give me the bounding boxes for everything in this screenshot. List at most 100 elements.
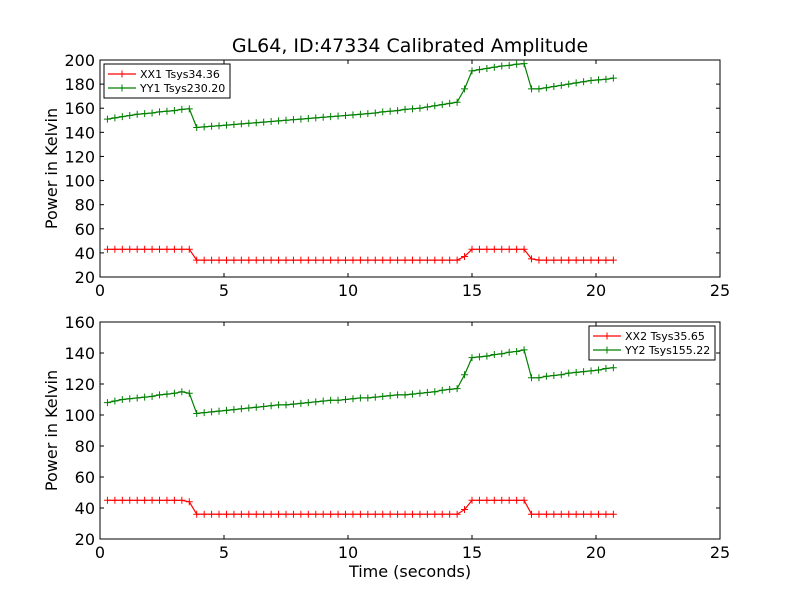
chart-top-series-0-point (200, 256, 208, 264)
chart-bottom-series-1-point (200, 409, 208, 417)
chart-top-xtick-label: 20 (586, 281, 606, 300)
chart-top-series-0-point (505, 245, 513, 253)
chart-bottom-series-0-point (394, 510, 402, 518)
chart-bottom-series-1-point (498, 350, 506, 358)
chart-top-ytick-label: 60 (75, 220, 95, 239)
chart-bottom-series-0-point (260, 510, 268, 518)
chart-bottom-series-0-point (550, 510, 558, 518)
chart-top-series-1-point (505, 61, 513, 69)
chart-bottom-series-0-point (609, 510, 617, 518)
chart-bottom-series-1-point (483, 352, 491, 360)
chart-top-series-0-point (356, 256, 364, 264)
chart-bottom-series-0-point (133, 496, 141, 504)
chart-bottom-series-1-point (297, 399, 305, 407)
chart-bottom-series-0-point (386, 510, 394, 518)
chart-top-xtick-label: 25 (710, 281, 730, 300)
chart-top-series-0-point (528, 255, 536, 263)
chart-top-series-0-point (408, 256, 416, 264)
chart-bottom-series-0-point (528, 510, 536, 518)
chart-bottom-series-1-point (490, 351, 498, 359)
chart-bottom-series-0-point (148, 496, 156, 504)
chart-top-series-0-point (498, 245, 506, 253)
chart-bottom-series-1-point (230, 406, 238, 414)
chart-bottom-series-1-point (513, 347, 521, 355)
chart-top-series-1-point (461, 85, 469, 93)
chart-top-series-1-point (513, 60, 521, 68)
chart-bottom-series-1-point (587, 367, 595, 375)
chart-top-series-1-point (565, 80, 573, 88)
chart-top-series-1-point (282, 116, 290, 124)
chart-bottom-legend-label-1: YY2 Tsys155.22 (624, 344, 710, 357)
chart-bottom-series-1-point (342, 396, 350, 403)
chart-bottom-ytick-label: 120 (64, 375, 95, 394)
chart-top-series-0-point (550, 256, 558, 264)
chart-bottom-series-0-point (580, 510, 588, 518)
chart-top-series-0-point (319, 256, 327, 264)
chart-bottom-series-0-point (252, 510, 260, 518)
chart-top-series-1-point (237, 120, 245, 128)
chart-bottom-series-0-point (245, 510, 253, 518)
chart-top-series-0-point (535, 256, 543, 264)
chart-top-series-0-point (312, 256, 320, 264)
chart-top-series-1-point (230, 120, 238, 128)
chart-top-series-1-point (609, 74, 617, 82)
chart-bottom-series-0-point (468, 496, 476, 504)
chart-top-series-1-point (453, 98, 461, 106)
chart-top-series-0-point (267, 256, 275, 264)
chart-bottom-legend-marker-1 (603, 346, 611, 354)
chart-bottom-legend-marker-0 (603, 332, 611, 340)
chart-top-series-0-point (141, 245, 149, 253)
chart-top-series-0-point (580, 256, 588, 264)
chart-top-xtick-label: 15 (462, 281, 482, 300)
chart-bottom-series-1-point (572, 368, 580, 376)
chart-bottom-series-0-point (423, 510, 431, 518)
chart-bottom-series-1-point (193, 409, 201, 417)
chart-bottom-series-1-point (267, 402, 275, 410)
chart-top-series-0-point (349, 256, 357, 264)
chart-top-series-0-point (475, 245, 483, 253)
chart-bottom-series-0-point (602, 510, 610, 518)
chart-bottom-series-0-point (126, 496, 134, 504)
chart-bottom-xlabel: Time (seconds) (348, 562, 471, 581)
chart-bottom-series-0-point (275, 510, 283, 518)
chart-bottom-series-0-point (565, 510, 573, 518)
chart-bottom-series-1-point (580, 368, 588, 376)
chart-top-series-1-point (111, 114, 119, 122)
chart-top-series-1-point (304, 114, 312, 122)
chart-bottom-series-0-point (185, 498, 193, 506)
chart-top-series-0-point (542, 256, 550, 264)
chart-top-series-0-point (237, 256, 245, 264)
chart-top-series-0-point (594, 256, 602, 264)
chart-top-series-0-point (394, 256, 402, 264)
chart-top-series-0-point (609, 256, 617, 264)
chart-bottom-series-0-point (542, 510, 550, 518)
chart-top-series-0-point (483, 245, 491, 253)
chart-top-series-0-point (490, 245, 498, 253)
chart-top-series-0-point (222, 256, 230, 264)
chart-bottom-series-1-point (594, 366, 602, 374)
chart-bottom-series-0-point (141, 496, 149, 504)
chart-bottom-series-1-point (334, 396, 342, 404)
chart-top-series-1-point (260, 118, 268, 126)
chart-top-series-1-point (193, 124, 201, 132)
chart-top-series-1-point (431, 102, 439, 110)
chart-bottom-series-0-point (208, 510, 216, 518)
chart-bottom-series-0-point (222, 510, 230, 518)
chart-bottom-legend-box (588, 325, 716, 361)
chart-bottom-series-0-point (327, 510, 335, 518)
chart-bottom-series-1-point (208, 408, 216, 416)
chart-bottom-series-1-point (557, 371, 565, 379)
chart-bottom-series-0-point (289, 510, 297, 518)
chart-top-series-1-point (275, 117, 283, 125)
chart-top-series-0-point (572, 256, 580, 264)
chart-bottom-frame (99, 321, 721, 540)
chart-top-series-1-point (416, 104, 424, 112)
chart-top-series-1-point (312, 114, 320, 122)
chart-top-series-0-point (453, 256, 461, 264)
chart-top-ytick-label: 160 (64, 99, 95, 118)
chart-bottom-series-0-point (237, 510, 245, 518)
chart-top-series-0-point (416, 256, 424, 264)
chart-bottom-xtick-label: 10 (338, 543, 358, 562)
chart-bottom-series-1-point (185, 389, 193, 397)
